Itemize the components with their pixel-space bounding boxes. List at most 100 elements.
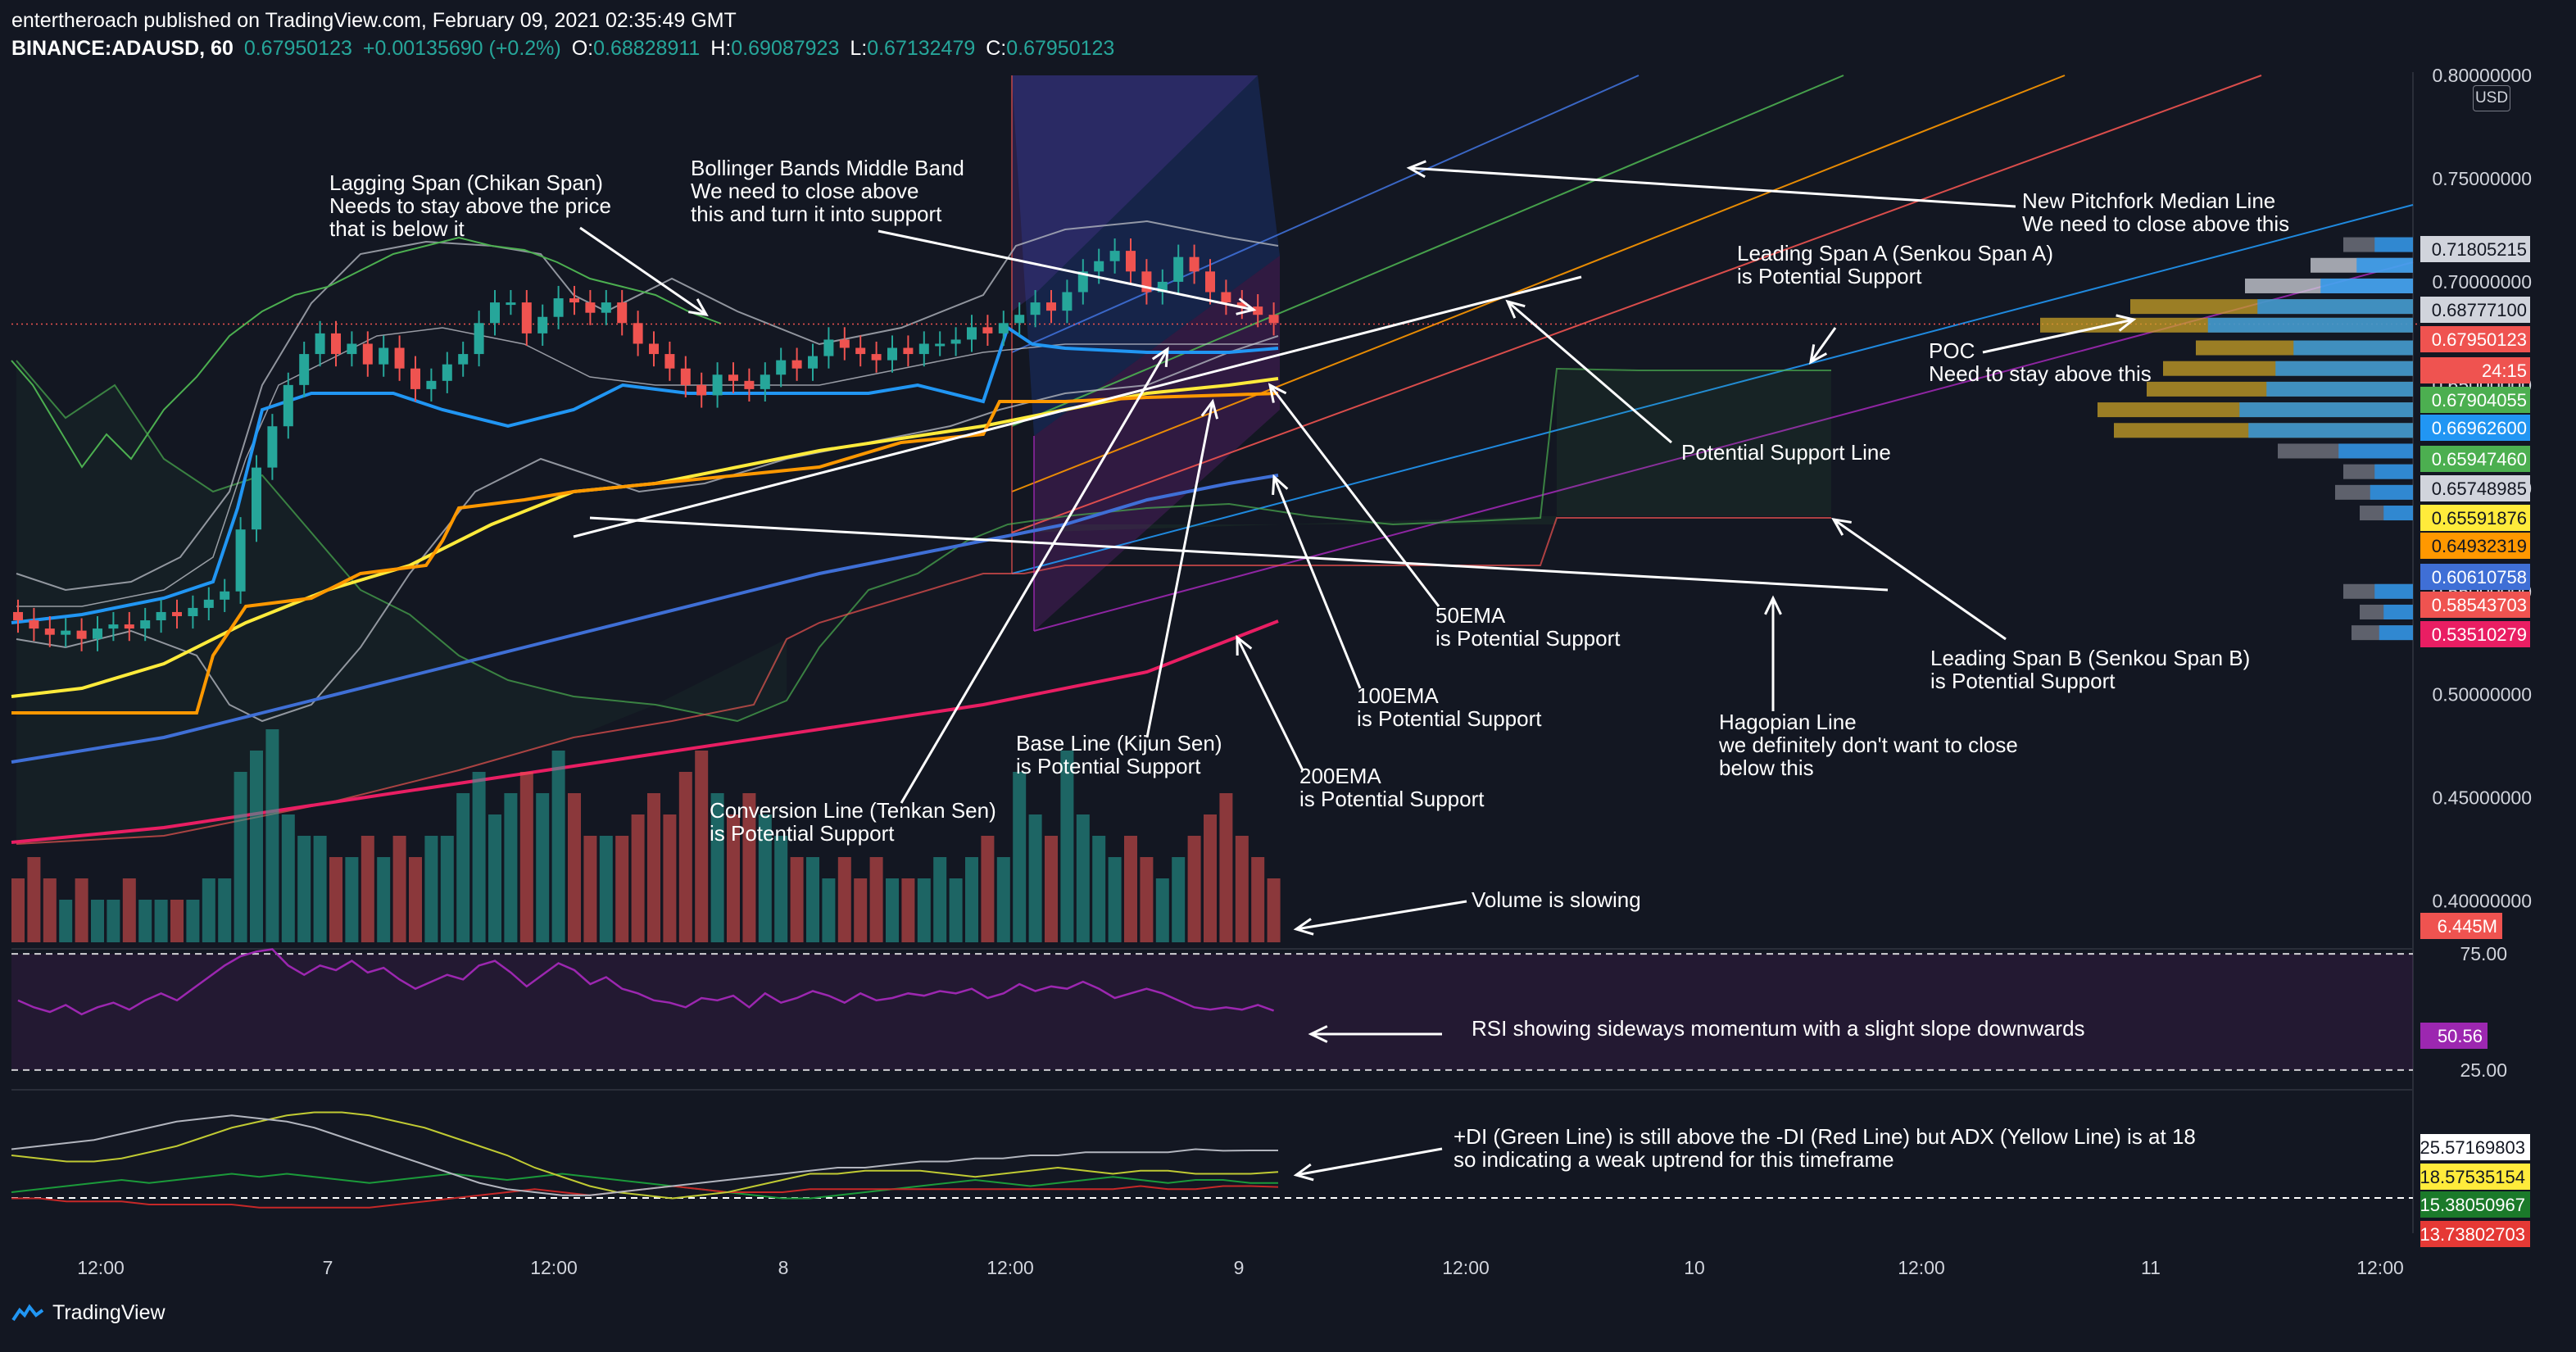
past-cloud <box>16 361 787 844</box>
lagging-span <box>11 236 722 469</box>
volume-bar <box>996 857 1010 942</box>
annotation-poc: POC <box>1929 338 1975 363</box>
volume-profile-row-buy <box>2383 604 2413 619</box>
price-axis-tick: 0.45000000 <box>2432 787 2532 809</box>
candle-body <box>744 380 755 389</box>
annotation-bollinger: Bollinger Bands Middle Band <box>691 156 964 180</box>
volume-bar <box>170 900 184 942</box>
ema50-line <box>11 324 1279 624</box>
volume-bar <box>822 878 836 942</box>
annotation-ema200: is Potential Support <box>1299 787 1485 811</box>
symbol-label[interactable]: BINANCE:ADAUSD, 60 <box>11 37 234 60</box>
candle-body <box>156 611 166 621</box>
volume-tag-label: 6.445M <box>2438 916 2497 937</box>
candle-body <box>823 339 834 356</box>
price-tag <box>2420 387 2530 413</box>
volume-bar <box>1251 857 1265 942</box>
volume-bar <box>1172 857 1186 942</box>
price-tag-label: 24:15 <box>2482 361 2527 381</box>
price-tag <box>2420 564 2530 590</box>
candle-body <box>1062 292 1073 311</box>
arrow-conversion-head <box>1151 347 1169 368</box>
annotation-span-b: Leading Span B (Senkou Span B) <box>1930 646 2250 670</box>
arrow-ema100-head <box>1272 474 1289 496</box>
ohlc-line: BINANCE:ADAUSD, 60 0.67950123 +0.0013569… <box>11 34 1119 62</box>
arrow-conversion <box>900 348 1169 804</box>
candle-body <box>950 339 961 344</box>
arrow-base-line <box>1145 401 1214 738</box>
candle-body <box>585 302 596 313</box>
hagopian-line <box>589 516 1889 592</box>
candle-body <box>967 327 977 340</box>
candle-body <box>442 364 452 381</box>
volume-bar <box>1204 814 1217 942</box>
candle-body <box>918 343 929 355</box>
candle-body <box>982 327 993 333</box>
arrow-ema200 <box>1236 637 1304 771</box>
candle-body <box>394 347 405 369</box>
annotation-lagging-span: Needs to stay above the price <box>329 193 611 218</box>
candle-body <box>1236 302 1247 307</box>
volume-bar <box>568 793 581 942</box>
arrow-lagging <box>579 226 707 316</box>
high-label: H: <box>710 37 732 60</box>
candle-body <box>1077 271 1088 293</box>
candle-body <box>1268 315 1279 324</box>
pitchfork-top-fill <box>1012 75 1258 311</box>
arrow-bollinger-head <box>1236 297 1257 315</box>
price-tag-label: 0.67950123 <box>2432 329 2527 350</box>
volume-bar <box>1155 878 1169 942</box>
candle-body <box>776 360 787 375</box>
candle-body <box>267 426 278 468</box>
candle-body <box>252 467 261 530</box>
volume-tag <box>2420 913 2502 939</box>
annotation-conversion: is Potential Support <box>710 821 895 846</box>
volume-bar <box>504 793 518 942</box>
volume-profile-row-buy <box>2293 340 2413 356</box>
annotation-span-a: Leading Span A (Senkou Span A) <box>1737 241 2053 265</box>
last-price: 0.67950123 <box>243 37 352 60</box>
candle-body <box>649 343 659 355</box>
candle-body <box>617 302 628 324</box>
price-change: +0.00135690 (+0.2%) <box>362 37 561 60</box>
price-tag-label: 0.53510279 <box>2432 624 2527 645</box>
annotation-ema50: 50EMA <box>1435 603 1506 628</box>
candle-body <box>13 611 23 621</box>
dmi-tag <box>2420 1191 2530 1218</box>
candle-body <box>569 298 579 303</box>
rsi-tag <box>2420 1023 2488 1049</box>
candle-body <box>1189 256 1200 272</box>
volume-bar <box>1124 836 1137 942</box>
price-tag <box>2420 533 2530 559</box>
candle-body <box>188 607 198 616</box>
volume-bar <box>43 878 57 942</box>
candle-body <box>93 628 102 639</box>
open-value: 0.68828911 <box>593 37 701 60</box>
candle-body <box>935 343 946 347</box>
volume-bar <box>599 836 613 942</box>
candle-body <box>664 354 675 369</box>
volume-bar <box>774 836 788 942</box>
volume-bar <box>250 751 263 942</box>
candle-body <box>108 624 119 629</box>
volume-bar <box>917 878 931 942</box>
volume-bar <box>965 857 978 942</box>
rsi-axis-tick: 25.00 <box>2460 1059 2507 1081</box>
annotation-hagopian: we definitely don't want to close <box>1718 733 2018 757</box>
volume-bar <box>107 900 120 942</box>
candle-body <box>29 620 39 629</box>
price-tag-label: 0.65591876 <box>2432 508 2527 529</box>
rsi-band <box>11 954 2413 1070</box>
candle-body <box>553 298 564 317</box>
price-tag <box>2420 236 2530 262</box>
dmi-tag-label: 25.57169803 <box>2420 1137 2525 1158</box>
currency-button[interactable]: USD <box>2473 85 2510 111</box>
volume-profile-row-buy <box>2248 423 2413 438</box>
annotation-ema200: 200EMA <box>1299 764 1381 788</box>
candle-body <box>1109 251 1120 261</box>
publish-line: entertheroach published on TradingView.c… <box>11 9 737 32</box>
pitchfork-line <box>1011 75 2262 533</box>
volume-bar <box>678 772 692 942</box>
volume-profile-row-buy <box>2239 402 2413 418</box>
